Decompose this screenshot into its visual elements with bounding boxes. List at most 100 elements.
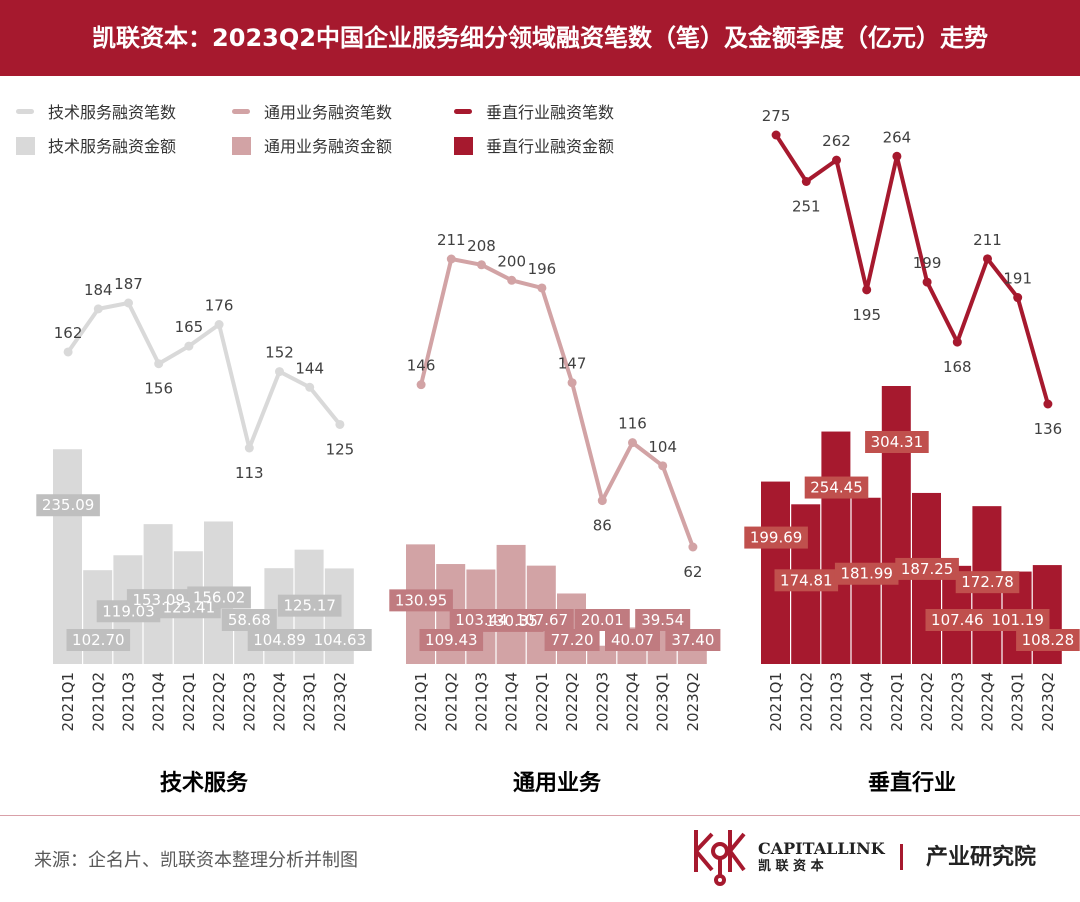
panel-title: 垂直行业 — [868, 770, 956, 796]
category-label: 2022Q3 — [948, 672, 966, 732]
count-point — [983, 254, 992, 264]
count-label: 187 — [114, 275, 143, 293]
category-label: 2021Q1 — [59, 672, 77, 732]
category-label: 2021Q4 — [858, 672, 876, 732]
amount-label: 37.40 — [671, 631, 714, 649]
count-point — [275, 367, 284, 377]
category-label: 2023Q1 — [654, 672, 672, 732]
amount-label-box — [187, 586, 251, 609]
amount-label: 199.69 — [750, 529, 803, 547]
amount-label-box — [635, 609, 691, 631]
legend-line-swatch — [16, 109, 34, 114]
amount-label: 108.28 — [1022, 631, 1075, 649]
amount-label-box — [665, 629, 721, 651]
amount-label-box — [544, 629, 600, 651]
amount-label: 104.89 — [253, 631, 306, 649]
count-point — [244, 443, 254, 453]
source-note: 来源：企名片、凯联资本整理分析并制图 — [34, 850, 358, 871]
legend-label: 技术服务融资金额 — [48, 137, 176, 156]
count-point — [658, 461, 668, 471]
count-label: 144 — [295, 359, 324, 377]
count-point — [597, 496, 607, 506]
count-label: 156 — [144, 380, 173, 398]
panel-1: 2021Q1 2021Q2 2021Q3 2021Q4 2022Q1 2022Q2 2022… — [36, 298, 372, 732]
amount-label-box — [389, 589, 453, 612]
count-point — [154, 359, 164, 369]
count-line — [419, 257, 695, 548]
count-point — [184, 341, 194, 351]
amount-label: 119.03 — [102, 602, 155, 620]
category-label: 2021Q3 — [473, 672, 491, 732]
page-title: 凯联资本：2023Q2中国企业服务细分领域融资笔数（笔）及金额季度（亿元）走势 — [92, 24, 988, 52]
brand-name-en: CAPITALLINK — [758, 839, 886, 858]
footer-divider — [0, 815, 1080, 816]
count-point — [1013, 293, 1023, 303]
count-label: 152 — [265, 344, 294, 362]
amount-label: 102.70 — [72, 631, 125, 649]
amount-label: 181.99 — [840, 565, 893, 583]
count-point — [124, 298, 133, 308]
legend-line-swatch — [232, 109, 250, 114]
count-label: 191 — [1003, 270, 1032, 288]
count-label: 86 — [593, 517, 612, 535]
legend-label: 技术服务融资笔数 — [48, 103, 176, 122]
count-point — [892, 151, 902, 161]
amount-label-box — [574, 609, 630, 631]
legend-label: 垂直行业融资笔数 — [486, 103, 614, 122]
amount-label-box — [66, 629, 131, 651]
amount-label: 130.95 — [395, 591, 448, 609]
amount-label-box — [277, 594, 342, 617]
count-label: 275 — [762, 107, 791, 125]
count-label: 162 — [54, 324, 83, 342]
brand-name-cn: 凯 联 资 本 — [758, 858, 824, 874]
amount-label-box — [925, 609, 990, 631]
category-label: 2022Q1 — [533, 672, 551, 732]
count-label: 264 — [883, 128, 912, 146]
legend-bar-swatch — [454, 137, 473, 155]
count-point — [63, 347, 73, 357]
panel-title: 技术服务 — [160, 771, 249, 796]
panel-3: 2021Q1 2021Q2 2021Q3 2021Q4 2022Q1 2022Q2 2022… — [744, 130, 1080, 732]
count-label: 262 — [822, 132, 851, 150]
amount-label-box — [804, 476, 869, 499]
category-label: 2022Q3 — [240, 672, 258, 732]
count-point — [771, 130, 781, 140]
category-label: 2021Q4 — [503, 672, 521, 732]
legend-bar-swatch — [16, 137, 35, 155]
amount-label-box — [36, 494, 100, 517]
legend-line-swatch — [454, 109, 472, 114]
count-label: 211 — [437, 231, 466, 249]
title-banner — [0, 0, 1080, 76]
amount-label: 39.54 — [641, 611, 684, 629]
count-label: 195 — [852, 306, 881, 324]
amount-label-box — [895, 557, 959, 580]
count-label: 196 — [528, 260, 557, 278]
amount-label: 58.68 — [228, 611, 271, 629]
count-label: 62 — [683, 563, 702, 581]
count-point — [416, 380, 426, 390]
amount-bar — [496, 544, 526, 664]
count-label: 176 — [205, 297, 234, 315]
count-point — [922, 277, 932, 287]
brand-separator — [900, 844, 903, 870]
amount-bar — [821, 431, 851, 664]
amount-label-box — [834, 562, 899, 585]
legend-item: 技术服务融资笔数 — [16, 103, 176, 122]
category-label: 2022Q2 — [563, 672, 581, 732]
amount-label: 254.45 — [810, 479, 863, 497]
count-point — [477, 260, 486, 270]
amount-label: 172.78 — [961, 573, 1014, 591]
amount-label-box — [308, 629, 372, 651]
count-label: 251 — [792, 197, 821, 215]
amount-bar — [881, 386, 911, 664]
amount-label: 104.63 — [314, 631, 367, 649]
amount-label: 130.35 — [485, 612, 538, 630]
category-label: 2021Q4 — [150, 672, 168, 732]
amount-label: 103.44 — [455, 611, 508, 629]
category-label: 2022Q1 — [180, 672, 198, 732]
count-label: 104 — [648, 438, 677, 456]
amount-label: 107.46 — [931, 611, 984, 629]
count-point — [335, 419, 345, 429]
amount-label-box — [955, 571, 1020, 594]
